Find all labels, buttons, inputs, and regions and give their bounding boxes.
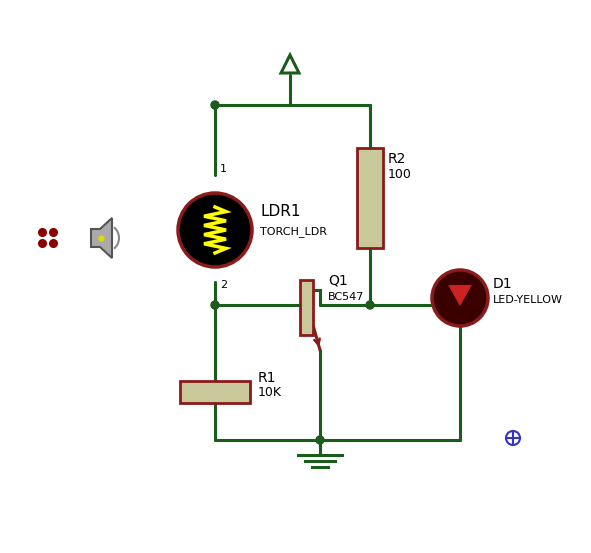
Text: LDR1: LDR1 <box>260 204 300 219</box>
Polygon shape <box>281 55 299 73</box>
Circle shape <box>432 270 488 326</box>
Text: 100: 100 <box>388 168 412 181</box>
Bar <box>357 148 383 248</box>
Text: TORCH_LDR: TORCH_LDR <box>260 226 327 237</box>
Text: LED-YELLOW: LED-YELLOW <box>493 295 563 305</box>
Text: Q1: Q1 <box>328 274 348 288</box>
Text: D1: D1 <box>493 277 512 291</box>
Polygon shape <box>450 286 470 304</box>
Text: R2: R2 <box>388 152 407 166</box>
Text: 10K: 10K <box>258 386 282 399</box>
Polygon shape <box>91 218 112 258</box>
Text: BC547: BC547 <box>328 292 365 302</box>
Bar <box>180 381 250 403</box>
Text: 1: 1 <box>220 164 227 174</box>
Circle shape <box>178 193 252 267</box>
Circle shape <box>316 436 324 444</box>
Bar <box>300 280 313 335</box>
Text: 2: 2 <box>220 280 227 290</box>
Circle shape <box>211 101 219 109</box>
Text: R1: R1 <box>258 371 277 385</box>
Circle shape <box>211 301 219 309</box>
Circle shape <box>366 301 374 309</box>
